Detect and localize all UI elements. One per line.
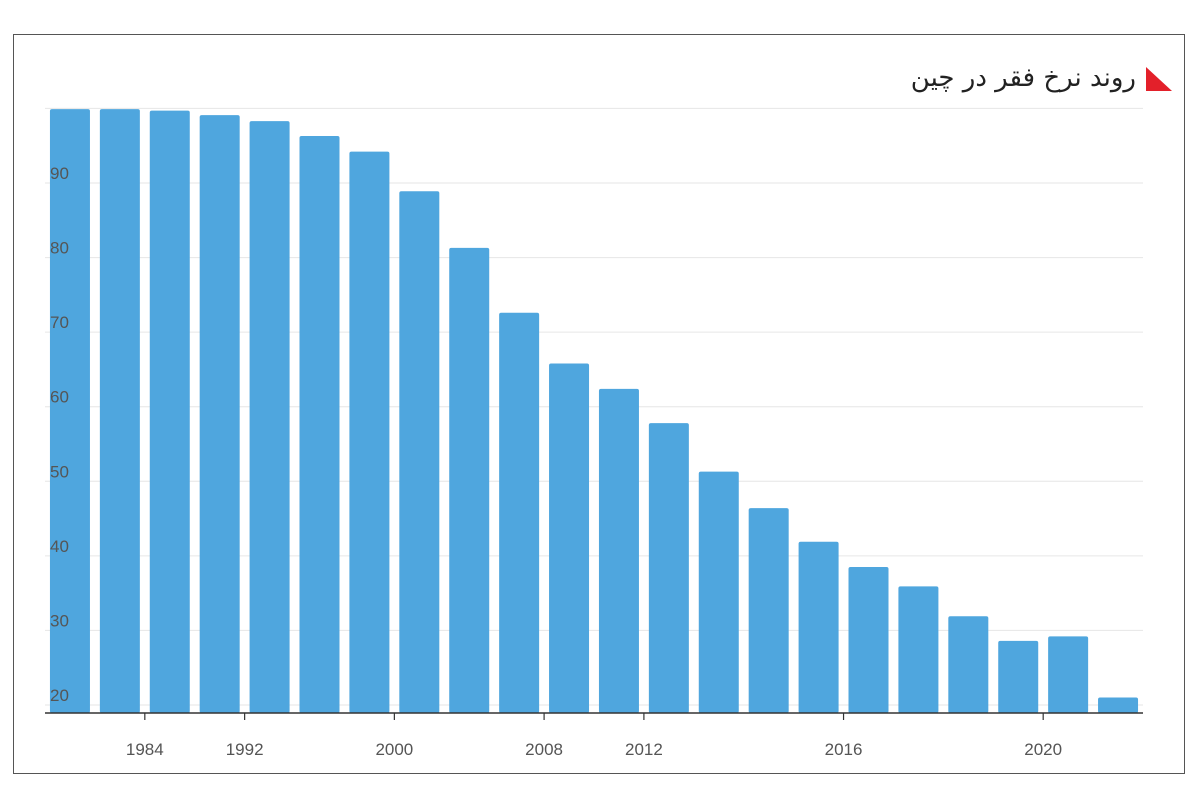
bar-1993 — [249, 121, 290, 713]
bar-2005 — [449, 247, 490, 713]
y-tick-label: 20 — [50, 686, 69, 705]
bar-2019 — [998, 640, 1039, 713]
x-tick-label: 2008 — [525, 740, 563, 759]
bar-1990 — [199, 115, 240, 713]
bar-2014 — [748, 508, 789, 713]
title-marker-icon — [1146, 67, 1172, 91]
bar-2002 — [399, 191, 440, 713]
bar-2020 — [1048, 636, 1089, 713]
bar-2021 — [1098, 697, 1139, 713]
bar-1981 — [49, 109, 90, 713]
bar-1996 — [299, 136, 340, 713]
y-tick-label: 80 — [50, 239, 69, 258]
chart-title-block: روند نرخ فقر در چین — [911, 56, 1172, 100]
x-tick-label: 1984 — [126, 740, 164, 759]
x-tick-label: 1992 — [226, 740, 264, 759]
bar-2018 — [948, 616, 989, 713]
bar-1987 — [149, 110, 190, 713]
x-tick-label: 2020 — [1024, 740, 1062, 759]
x-tick-label: 2012 — [625, 740, 663, 759]
bar-2012 — [648, 423, 689, 713]
y-tick-label: 70 — [50, 313, 69, 332]
x-tick-label: 2016 — [825, 740, 863, 759]
y-tick-label: 50 — [50, 462, 69, 481]
bar-1999 — [349, 151, 390, 713]
bar-2016 — [848, 567, 889, 713]
bar-2013 — [698, 471, 739, 713]
x-tick-label: 2000 — [375, 740, 413, 759]
y-tick-label: 90 — [50, 164, 69, 183]
y-tick-label: 40 — [50, 537, 69, 556]
y-tick-label: 60 — [50, 388, 69, 407]
chart-title: روند نرخ فقر در چین — [910, 63, 1136, 93]
bar-2015 — [798, 541, 839, 713]
bar-2011 — [598, 388, 639, 713]
bar-2010 — [549, 363, 590, 713]
y-tick-label: 30 — [50, 611, 69, 630]
bar-2008 — [499, 312, 540, 713]
bar-2017 — [898, 586, 939, 713]
bar-1984 — [99, 109, 140, 713]
